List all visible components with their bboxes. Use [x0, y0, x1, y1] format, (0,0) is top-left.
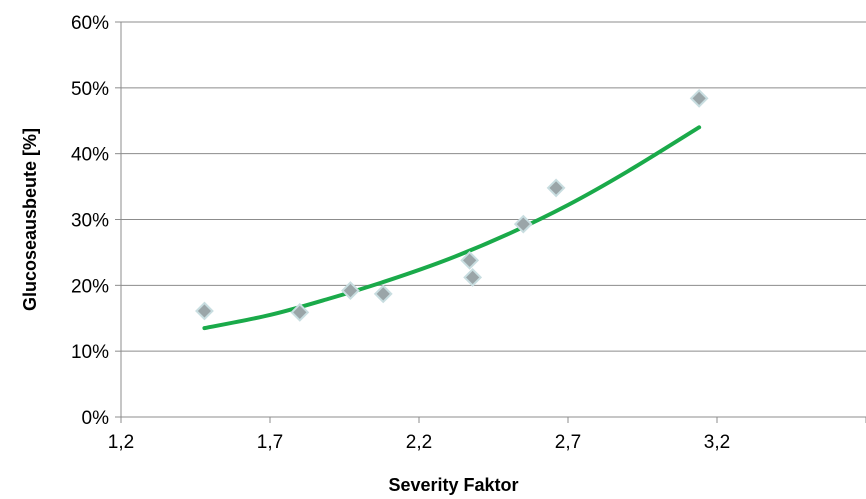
trendline-curve	[202, 125, 702, 331]
y-tick-label: 50%	[71, 79, 109, 100]
trendline	[202, 125, 702, 331]
y-tick-label: 10%	[71, 342, 109, 363]
data-point-9	[689, 88, 709, 108]
data-point-8	[546, 178, 566, 198]
y-tick-label: 60%	[71, 13, 109, 34]
data-point-7	[513, 214, 533, 234]
x-tick-label: 3,2	[704, 432, 730, 453]
data-point-1	[195, 301, 214, 321]
data-point-3	[341, 281, 360, 301]
y-tick-label: 30%	[71, 211, 109, 232]
axes	[115, 21, 866, 423]
y-tick-label: 20%	[71, 276, 109, 297]
data-point-2	[290, 302, 310, 322]
gridlines	[121, 21, 866, 352]
data-point-5	[460, 250, 480, 270]
data-point-4	[373, 284, 393, 304]
y-tick-label: 0%	[82, 408, 110, 429]
x-tick-label: 2,7	[555, 432, 581, 453]
data-point-6	[463, 268, 483, 287]
data-points	[195, 88, 709, 322]
y-axis-title: Glucoseausbeute [%]	[20, 128, 40, 311]
x-tick-labels: 1,2 1,7 2,2 2,7 3,2	[108, 432, 730, 453]
y-tick-label: 40%	[71, 145, 109, 166]
x-tick-label: 1,2	[108, 432, 134, 453]
y-tick-labels: 0% 10% 20% 30% 40% 50% 60%	[71, 13, 109, 429]
x-axis-title: Severity Faktor	[388, 475, 518, 495]
x-tick-label: 1,7	[257, 432, 283, 453]
x-tick-label: 2,2	[406, 432, 432, 453]
